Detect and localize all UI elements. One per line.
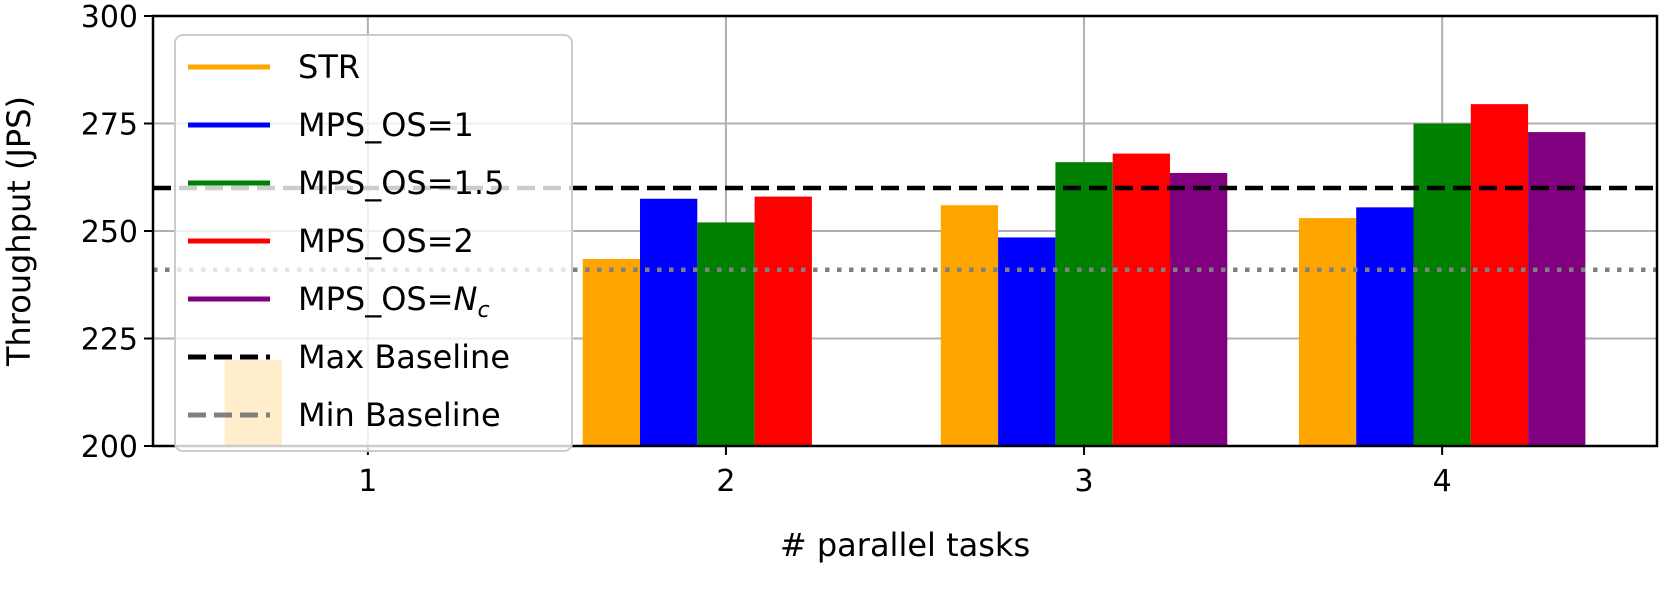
y-tick-label: 275 — [81, 108, 138, 143]
bar — [1055, 162, 1113, 446]
bar — [1413, 123, 1471, 446]
x-tick-label: 3 — [1075, 464, 1094, 499]
bar — [1169, 172, 1228, 446]
bar — [640, 198, 698, 446]
y-axis-label: Throughput (JPS) — [0, 96, 38, 367]
bar — [998, 237, 1056, 446]
bar — [1356, 207, 1414, 446]
legend-label: MPS_OS=1.5 — [298, 164, 504, 202]
legend-label: MPS_OS=2 — [298, 222, 474, 260]
bar — [582, 258, 641, 446]
bar — [754, 196, 812, 446]
bar — [1112, 153, 1170, 446]
legend-label: MPS_OS=1 — [298, 106, 474, 144]
y-tick-label: 200 — [81, 430, 138, 465]
legend-label: STR — [298, 48, 360, 86]
legend-label: MPS_OS=Nc — [298, 280, 490, 323]
x-tick-label: 4 — [1433, 464, 1452, 499]
x-tick-label: 1 — [358, 464, 377, 499]
bar — [1470, 104, 1529, 447]
legend-label: Min Baseline — [298, 396, 501, 434]
legend-label: Max Baseline — [298, 338, 510, 376]
y-tick-label: 300 — [81, 0, 138, 35]
bars — [224, 104, 1586, 447]
y-tick-label: 225 — [81, 323, 138, 358]
bar — [1528, 132, 1586, 446]
legend-box — [174, 34, 573, 452]
bar — [940, 205, 999, 446]
bar — [1298, 218, 1357, 446]
x-axis-label: # parallel tasks — [780, 526, 1030, 564]
axis-ticks: 200 225 250 275 300 1 2 3 4 — [81, 0, 1452, 499]
bar — [697, 222, 755, 446]
legend: STR MPS_OS=1 MPS_OS=1.5 MPS_OS=2 MPS_OS=Nc Ma… — [174, 34, 573, 452]
y-tick-label: 250 — [81, 215, 138, 250]
x-tick-label: 2 — [716, 464, 735, 499]
